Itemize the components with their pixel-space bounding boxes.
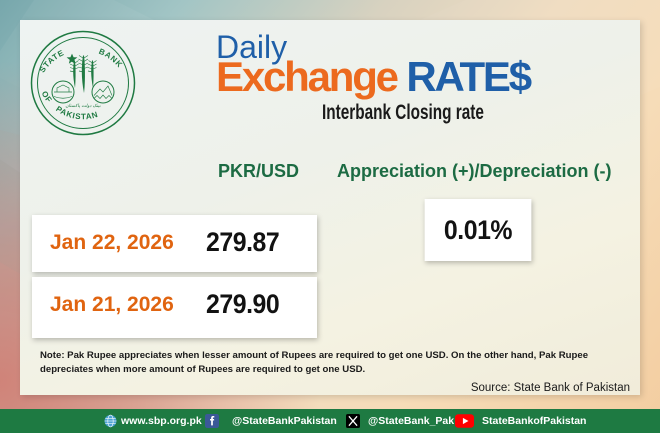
svg-text:BANK: BANK bbox=[97, 47, 124, 70]
svg-text:بینک دولت پاکستان: بینک دولت پاکستان bbox=[65, 103, 101, 109]
